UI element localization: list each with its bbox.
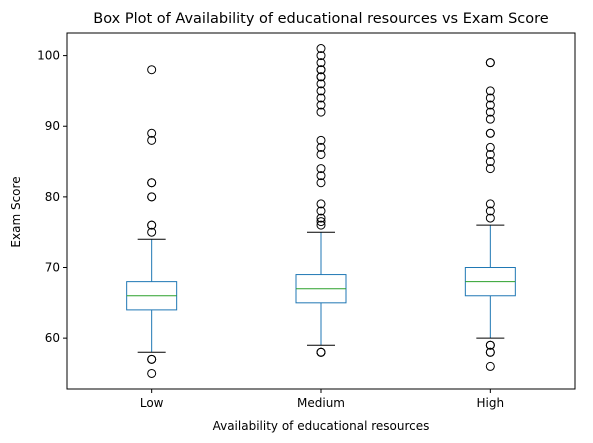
outlier-point [485,107,495,117]
outlier-point [316,79,326,89]
outlier-point [147,178,157,188]
y-tick-label: 100 [37,49,60,63]
outlier-point [485,58,495,68]
plot-area: 60 70 80 90 100 Low Medium High [37,32,576,410]
outlier-point [485,340,495,350]
outlier-point [316,178,326,188]
outlier-point [316,100,326,110]
outlier-point [316,220,326,230]
outlier-point [485,164,495,174]
outlier-point [316,58,326,68]
outlier-point [147,227,157,237]
y-tick-label: 70 [45,261,60,275]
x-tick-label: High [477,396,505,410]
outlier-point [316,135,326,145]
outlier-point [316,72,326,82]
outlier-point [147,135,157,145]
outlier-point [316,347,326,357]
outlier-point [485,128,495,138]
x-tick-label: Medium [297,396,345,410]
outlier-point [316,171,326,181]
y-axis-title: Exam Score [9,176,23,247]
outlier-point [316,217,326,227]
outlier-point [485,199,495,209]
outlier-point [147,128,157,138]
outlier-point [316,213,326,223]
outlier-point [485,361,495,371]
outlier-point [485,93,495,103]
outlier-point [316,107,326,117]
outlier-point [316,142,326,152]
x-axis-title: Availability of educational resources [213,419,430,433]
outlier-point [316,93,326,103]
plot-frame [66,32,576,390]
outlier-point [147,65,157,75]
outlier-point [485,157,495,167]
y-tick-label: 80 [45,190,60,204]
outlier-point [485,347,495,357]
x-tick-label: Low [140,396,164,410]
outlier-point [316,65,326,75]
outlier-point [316,51,326,61]
chart-title: Box Plot of Availability of educational … [93,11,548,27]
outlier-point [316,164,326,174]
outlier-point [485,114,495,124]
outlier-point [485,86,495,96]
y-tick-label: 60 [45,331,60,345]
outlier-point [485,206,495,216]
outlier-point [147,368,157,378]
outlier-point [316,149,326,159]
outlier-point [485,142,495,152]
y-tick-label: 90 [45,119,60,133]
outlier-point [147,192,157,202]
outlier-point [316,86,326,96]
outlier-point [316,44,326,54]
outlier-point [147,354,157,364]
outlier-point [316,206,326,216]
outlier-point [147,220,157,230]
outlier-point [316,199,326,209]
outlier-point [485,100,495,110]
outlier-point [485,213,495,223]
outlier-point [485,149,495,159]
